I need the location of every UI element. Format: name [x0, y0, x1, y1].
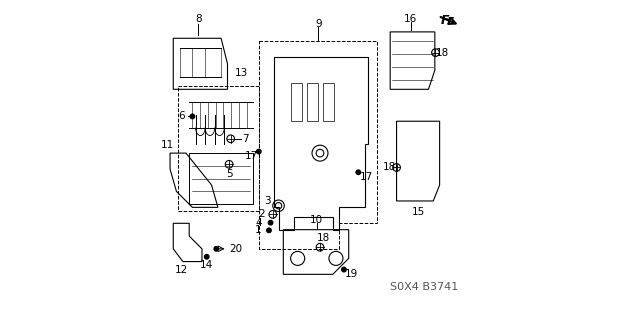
Circle shape	[190, 114, 195, 119]
Circle shape	[205, 255, 209, 259]
Circle shape	[267, 228, 271, 233]
Text: 19: 19	[345, 269, 358, 279]
Bar	[291, 83, 303, 121]
Text: 6: 6	[178, 111, 184, 122]
Text: S0X4 B3741: S0X4 B3741	[390, 282, 458, 292]
Text: 8: 8	[195, 14, 202, 24]
Text: 11: 11	[161, 140, 175, 150]
Text: 18: 18	[436, 48, 449, 58]
Text: 13: 13	[236, 68, 248, 78]
Text: 17: 17	[244, 151, 258, 161]
Text: 4: 4	[255, 218, 262, 228]
Circle shape	[268, 220, 273, 225]
Circle shape	[257, 149, 261, 154]
Text: 18: 18	[317, 233, 330, 243]
Text: 3: 3	[264, 196, 271, 206]
Text: 16: 16	[404, 14, 417, 24]
Text: 20: 20	[229, 244, 242, 254]
Text: 5: 5	[226, 169, 232, 179]
Bar	[307, 83, 319, 121]
Text: 12: 12	[175, 264, 188, 275]
Bar	[189, 153, 253, 204]
Circle shape	[214, 247, 218, 251]
Text: 7: 7	[242, 134, 248, 144]
Text: 15: 15	[412, 207, 426, 217]
Text: 17: 17	[360, 172, 373, 182]
Circle shape	[342, 267, 346, 272]
Text: 9: 9	[315, 19, 322, 29]
Text: 1: 1	[255, 225, 261, 235]
Text: 18: 18	[383, 162, 396, 173]
Text: 14: 14	[200, 260, 213, 270]
Text: 10: 10	[310, 215, 323, 225]
Circle shape	[356, 170, 360, 174]
Bar	[323, 83, 334, 121]
Text: 2: 2	[259, 209, 265, 219]
Text: Fr.: Fr.	[440, 14, 456, 27]
